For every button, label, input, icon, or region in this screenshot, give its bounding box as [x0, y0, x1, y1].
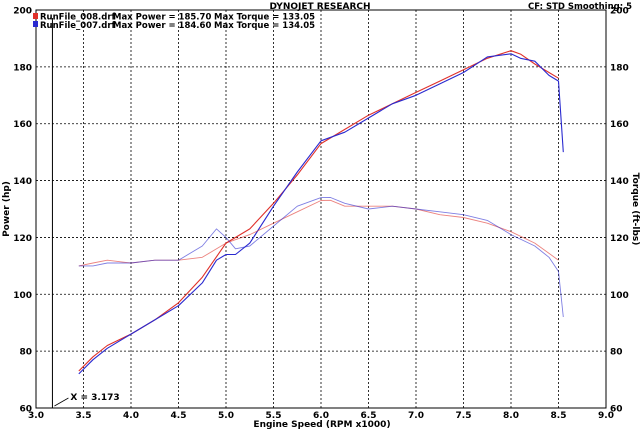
y2-tick-label: 100: [610, 291, 629, 301]
legend-file: RunFile_007.drf: [40, 21, 116, 31]
y2-tick-label: 80: [610, 348, 623, 358]
tick-labels: 3.0 3.5 4.0 4.5 5.0 5.5 6.0 6.5 7.0 7.5 8.0 8.5 9.06…: [13, 7, 629, 422]
y-tick-label: 100: [13, 291, 32, 301]
legend-file: RunFile_008.drf: [40, 13, 116, 23]
y2-tick-label: 120: [610, 234, 629, 244]
cursor-pointer: [54, 397, 69, 407]
y2-tick-label: 160: [610, 120, 629, 130]
x-tick-label: 5.5: [266, 411, 282, 421]
header-info: CF: STD Smoothing: 5: [528, 2, 632, 12]
legend-swatch: [33, 21, 38, 27]
legend-swatch: [33, 13, 38, 19]
series-line-torque: [78, 197, 564, 318]
x-tick-label: 9.0: [598, 411, 614, 421]
x-tick-label: 6.0: [313, 411, 329, 421]
chart-title: DYNOJET RESEARCH: [269, 2, 370, 12]
legend-max-torque: Max Torque = 133.05: [214, 13, 315, 23]
x-tick-label: 8.5: [551, 411, 567, 421]
x-tick-label: 4.0: [123, 411, 139, 421]
series-line-power: [78, 53, 564, 375]
y-tick-label: 80: [19, 348, 32, 358]
y2-tick-label: 60: [610, 405, 623, 415]
legend: RunFile_008.drf Max Power = 185.70 Max T…: [33, 13, 315, 31]
legend-max-torque: Max Torque = 134.05: [214, 21, 315, 31]
x-tick-label: 4.5: [171, 411, 187, 421]
legend-max-power: Max Power = 185.70: [113, 13, 211, 23]
y-tick-label: 140: [13, 177, 32, 187]
x-tick-label: 7.0: [408, 411, 424, 421]
x-tick-label: 5.0: [218, 411, 234, 421]
plot-area: [35, 9, 607, 409]
y2-axis-label: Torque (ft-lbs): [630, 173, 640, 246]
series-layer: [78, 50, 564, 375]
y-tick-label: 60: [19, 405, 32, 415]
x-tick-label: 3.0: [28, 411, 44, 421]
grid: [36, 10, 606, 408]
y2-tick-label: 180: [610, 63, 629, 73]
y-axis-label: Power (hp): [2, 181, 12, 237]
x-tick-label: 8.0: [503, 411, 519, 421]
y2-tick-label: 140: [610, 177, 629, 187]
x-axis-label: Engine Speed (RPM x1000): [253, 420, 390, 429]
y-tick-label: 160: [13, 120, 32, 130]
legend-max-power: Max Power = 184.60: [113, 21, 211, 31]
y-tick-label: 200: [13, 7, 32, 17]
x-tick-label: 7.5: [456, 411, 472, 421]
cursor-label: X = 3.173: [70, 393, 119, 403]
x-tick-label: 6.5: [361, 411, 377, 421]
y-tick-label: 180: [13, 63, 32, 73]
y-tick-label: 120: [13, 234, 32, 244]
y2-tick-label: 200: [610, 7, 629, 17]
x-tick-label: 3.5: [76, 411, 92, 421]
